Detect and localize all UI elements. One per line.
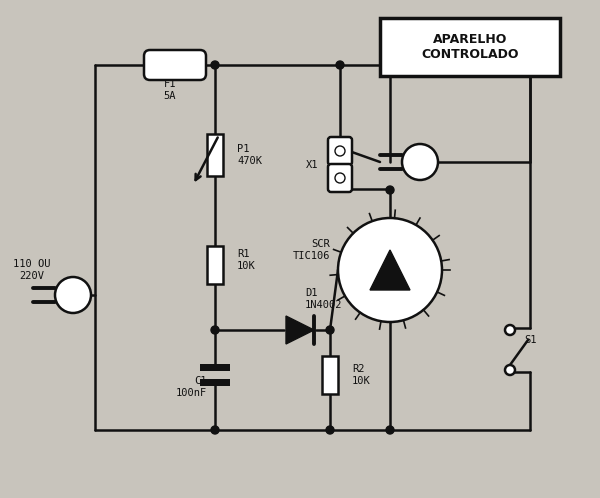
Bar: [380, 18, 560, 76]
FancyBboxPatch shape: [328, 164, 352, 192]
Text: R1
10K: R1 10K: [237, 249, 256, 271]
Bar: [200, 364, 230, 371]
Text: SCR
TIC106: SCR TIC106: [293, 239, 330, 261]
Text: APARELHO
CONTROLADO: APARELHO CONTROLADO: [421, 33, 519, 61]
Text: P1
470K: P1 470K: [237, 144, 262, 166]
Bar: [207, 134, 223, 176]
Circle shape: [505, 365, 515, 375]
Text: C1
100nF: C1 100nF: [176, 376, 207, 398]
Circle shape: [335, 146, 345, 156]
Polygon shape: [286, 316, 314, 344]
Circle shape: [211, 426, 219, 434]
Bar: [207, 246, 223, 284]
Circle shape: [335, 173, 345, 183]
Text: D1
1N4002: D1 1N4002: [305, 288, 343, 310]
Circle shape: [386, 186, 394, 194]
Circle shape: [338, 218, 442, 322]
Circle shape: [211, 61, 219, 69]
Circle shape: [505, 325, 515, 335]
Text: S1: S1: [524, 335, 536, 345]
Text: R2
10K: R2 10K: [352, 364, 371, 386]
Bar: [322, 356, 338, 394]
Circle shape: [336, 61, 344, 69]
Text: 110 OU
220V: 110 OU 220V: [13, 259, 51, 281]
Circle shape: [211, 326, 219, 334]
Text: X1: X1: [305, 160, 318, 170]
Circle shape: [326, 426, 334, 434]
Bar: [200, 379, 230, 386]
Circle shape: [55, 277, 91, 313]
Polygon shape: [370, 250, 410, 290]
Circle shape: [386, 426, 394, 434]
Circle shape: [402, 144, 438, 180]
FancyBboxPatch shape: [144, 50, 206, 80]
FancyBboxPatch shape: [328, 137, 352, 165]
Text: F1
5A: F1 5A: [164, 79, 176, 101]
Circle shape: [326, 326, 334, 334]
